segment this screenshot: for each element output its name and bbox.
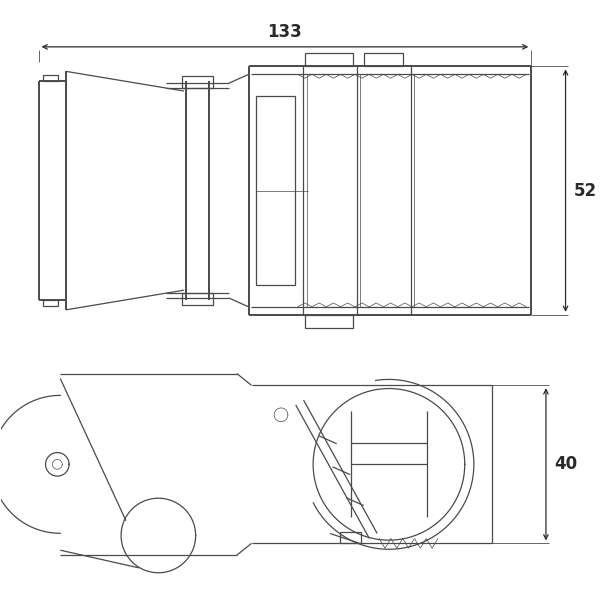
Bar <box>182 293 214 305</box>
Bar <box>305 53 353 67</box>
Text: 133: 133 <box>268 23 302 41</box>
Bar <box>256 96 295 285</box>
Bar <box>305 315 353 328</box>
Bar <box>43 300 58 306</box>
Bar <box>364 53 403 67</box>
Text: 52: 52 <box>574 182 596 200</box>
Bar <box>182 76 214 88</box>
Text: 40: 40 <box>554 455 577 473</box>
Bar <box>340 532 361 544</box>
Bar <box>43 76 58 81</box>
